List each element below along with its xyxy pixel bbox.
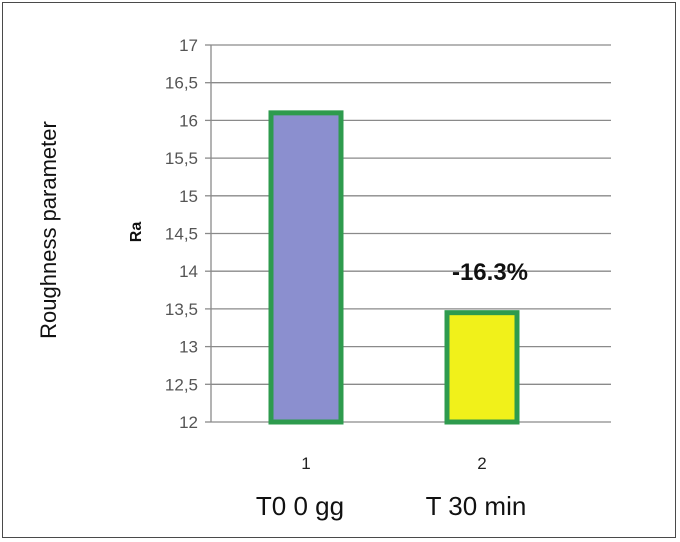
y-tick-label: 17 — [179, 36, 198, 55]
x-category-name: T0 0 gg — [256, 491, 344, 521]
y-axis-label: Ra — [128, 222, 145, 243]
y-tick-label: 15,5 — [165, 149, 198, 168]
x-category-name: T 30 min — [426, 491, 527, 521]
annotations: -16.3% — [452, 259, 528, 286]
y-tick-label: 14,5 — [165, 225, 198, 244]
x-axis-labels: 1 T0 0 gg 2 T 30 min — [256, 454, 526, 521]
y-tick-label: 12,5 — [165, 375, 198, 394]
bar-annotation: -16.3% — [452, 259, 528, 286]
y-tick-label: 13,5 — [165, 300, 198, 319]
y-tick-label: 13 — [179, 338, 198, 357]
gridlines — [205, 44, 611, 423]
bar-1 — [268, 110, 344, 425]
y-tick-label: 14 — [179, 262, 198, 281]
y-tick-label: 16,5 — [165, 74, 198, 93]
x-tick-label: 2 — [477, 454, 486, 473]
y-tick-label: 12 — [179, 413, 198, 432]
x-tick-label: 1 — [301, 454, 310, 473]
y-tick-label: 16 — [179, 111, 198, 130]
bars — [268, 110, 520, 425]
y-tick-label: 15 — [179, 187, 198, 206]
y-tick-labels: 17 16,5 16 15,5 15 14,5 14 13,5 13 12,5 12 — [165, 36, 198, 432]
outer-y-axis-label: Roughness parameter — [36, 121, 61, 339]
bar-2 — [444, 310, 520, 425]
